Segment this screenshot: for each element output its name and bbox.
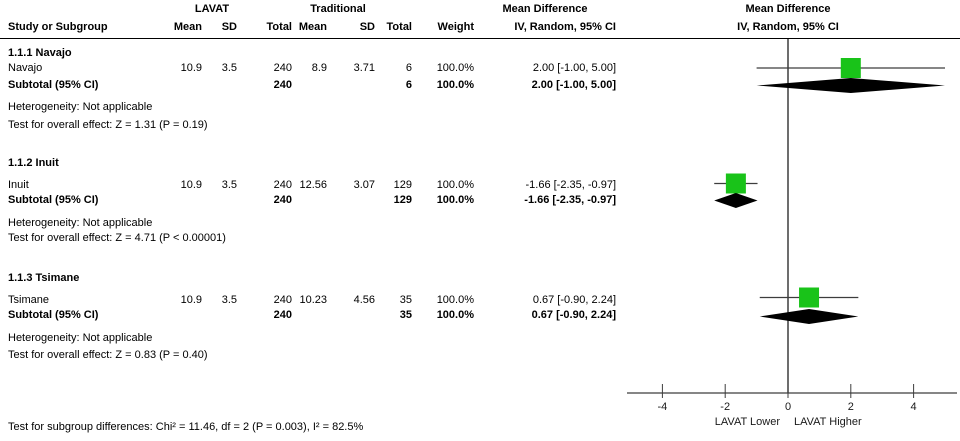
x-axis-tick-label: 4 — [911, 401, 917, 413]
group-header-traditional: Traditional — [310, 3, 366, 15]
study-name: Inuit — [8, 179, 29, 191]
cell-ci: -1.66 [-2.35, -0.97] — [525, 179, 617, 191]
col-header-sd-lavat: SD — [221, 21, 237, 33]
subtotal-total-traditional: 6 — [405, 79, 412, 91]
cell-mean-lavat: 10.9 — [180, 62, 202, 74]
subtotal-ci: 0.67 [-0.90, 2.24] — [531, 309, 616, 321]
cell-mean-traditional: 12.56 — [299, 179, 327, 191]
cell-sd-traditional: 3.71 — [353, 62, 375, 74]
col-header-study: Study or Subgroup — [8, 21, 108, 33]
cell-total-traditional: 6 — [405, 62, 412, 74]
subtotal-label: Subtotal (95% CI) — [8, 194, 99, 206]
col-header-total-traditional: Total — [386, 21, 412, 33]
cell-weight: 100.0% — [436, 294, 474, 306]
cell-total-traditional: 129 — [393, 179, 412, 191]
cell-total-lavat: 240 — [273, 62, 292, 74]
study-point-square — [840, 58, 861, 78]
subgroup-title-navajo: 1.1.1 Navajo — [8, 47, 72, 59]
study-name: Tsimane — [8, 294, 49, 306]
cell-sd-traditional: 3.07 — [353, 179, 375, 191]
x-axis-tick-label: -2 — [720, 401, 730, 413]
col-header-ci-text: IV, Random, 95% CI — [514, 21, 616, 33]
header-divider — [0, 38, 960, 39]
cell-sd-lavat: 3.5 — [221, 62, 237, 74]
overall-effect-navajo: Test for overall effect: Z = 1.31 (P = 0… — [8, 119, 208, 131]
heterogeneity-inuit: Heterogeneity: Not applicable — [8, 217, 153, 229]
col-header-mean-traditional: Mean — [298, 21, 327, 33]
subtotal-row-tsimane: Subtotal (95% CI) 240 35 100.0% 0.67 [-0… — [0, 309, 960, 322]
cell-sd-lavat: 3.5 — [221, 294, 237, 306]
overall-effect-tsimane: Test for overall effect: Z = 0.83 (P = 0… — [8, 349, 208, 361]
subtotal-weight: 100.0% — [436, 309, 474, 321]
subtotal-total-traditional: 35 — [399, 309, 412, 321]
cell-sd-lavat: 3.5 — [221, 179, 237, 191]
subtotal-ci: -1.66 [-2.35, -0.97] — [524, 194, 616, 206]
subtotal-diamond — [714, 193, 758, 208]
md-plot-column-title: Mean Difference — [745, 3, 831, 15]
group-header-lavat: LAVAT — [194, 3, 230, 15]
subtotal-total-lavat: 240 — [273, 79, 292, 91]
study-name: Navajo — [8, 62, 43, 74]
study-row-navajo: Navajo 10.9 3.5 240 8.9 3.71 6 100.0% 2.… — [0, 62, 960, 75]
subtotal-label: Subtotal (95% CI) — [8, 79, 99, 91]
subtotal-weight: 100.0% — [436, 79, 474, 91]
cell-ci: 2.00 [-1.00, 5.00] — [532, 62, 616, 74]
cell-mean-traditional: 8.9 — [311, 62, 327, 74]
col-header-weight: Weight — [437, 21, 474, 33]
subtotal-label: Subtotal (95% CI) — [8, 309, 99, 321]
subtotal-diamond — [756, 78, 945, 93]
x-axis-tick-label: 0 — [785, 401, 791, 413]
cell-weight: 100.0% — [436, 179, 474, 191]
subtotal-total-lavat: 240 — [273, 309, 292, 321]
cell-total-lavat: 240 — [273, 179, 292, 191]
cell-mean-traditional: 10.23 — [299, 294, 327, 306]
heterogeneity-navajo: Heterogeneity: Not applicable — [8, 101, 153, 113]
subtotal-diamond — [759, 309, 859, 324]
study-row-inuit: Inuit 10.9 3.5 240 12.56 3.07 129 100.0%… — [0, 179, 960, 192]
subtotal-row-inuit: Subtotal (95% CI) 240 129 100.0% -1.66 [… — [0, 194, 960, 207]
forest-plot-svg: -4 -2 0 2 4 LAVAT Lower LAVAT Higher — [627, 39, 957, 428]
col-header-ci-plot: IV, Random, 95% CI — [737, 21, 839, 33]
cell-total-traditional: 35 — [399, 294, 412, 306]
cell-mean-lavat: 10.9 — [180, 179, 202, 191]
subtotal-total-traditional: 129 — [393, 194, 412, 206]
col-header-total-lavat: Total — [266, 21, 292, 33]
subtotal-weight: 100.0% — [436, 194, 474, 206]
column-header-row: Study or Subgroup Mean SD Total Mean SD … — [0, 21, 960, 34]
overall-effect-inuit: Test for overall effect: Z = 4.71 (P < 0… — [8, 232, 226, 244]
subtotal-row-navajo: Subtotal (95% CI) 240 6 100.0% 2.00 [-1.… — [0, 79, 960, 92]
subtotal-total-lavat: 240 — [273, 194, 292, 206]
cell-mean-lavat: 10.9 — [180, 294, 202, 306]
x-axis-tick-label: -4 — [658, 401, 668, 413]
cell-ci: 0.67 [-0.90, 2.24] — [532, 294, 616, 306]
heterogeneity-tsimane: Heterogeneity: Not applicable — [8, 332, 153, 344]
header-group-row: LAVAT Traditional Mean Difference Mean D… — [0, 3, 960, 16]
cell-weight: 100.0% — [436, 62, 474, 74]
axis-caption-right: LAVAT Higher — [794, 416, 862, 428]
x-axis-tick-label: 2 — [848, 401, 854, 413]
col-header-sd-traditional: SD — [359, 21, 375, 33]
study-row-tsimane: Tsimane 10.9 3.5 240 10.23 4.56 35 100.0… — [0, 294, 960, 307]
subgroup-differences-test: Test for subgroup differences: Chi² = 11… — [8, 421, 364, 433]
subgroup-title-tsimane: 1.1.3 Tsimane — [8, 272, 80, 284]
col-header-mean-lavat: Mean — [173, 21, 202, 33]
md-text-column-title: Mean Difference — [502, 3, 588, 15]
study-point-square — [799, 287, 820, 308]
axis-caption-left: LAVAT Lower — [715, 416, 781, 428]
study-point-square — [725, 173, 746, 194]
cell-sd-traditional: 4.56 — [353, 294, 375, 306]
subgroup-title-inuit: 1.1.2 Inuit — [8, 157, 59, 169]
cell-total-lavat: 240 — [273, 294, 292, 306]
subtotal-ci: 2.00 [-1.00, 5.00] — [531, 79, 616, 91]
